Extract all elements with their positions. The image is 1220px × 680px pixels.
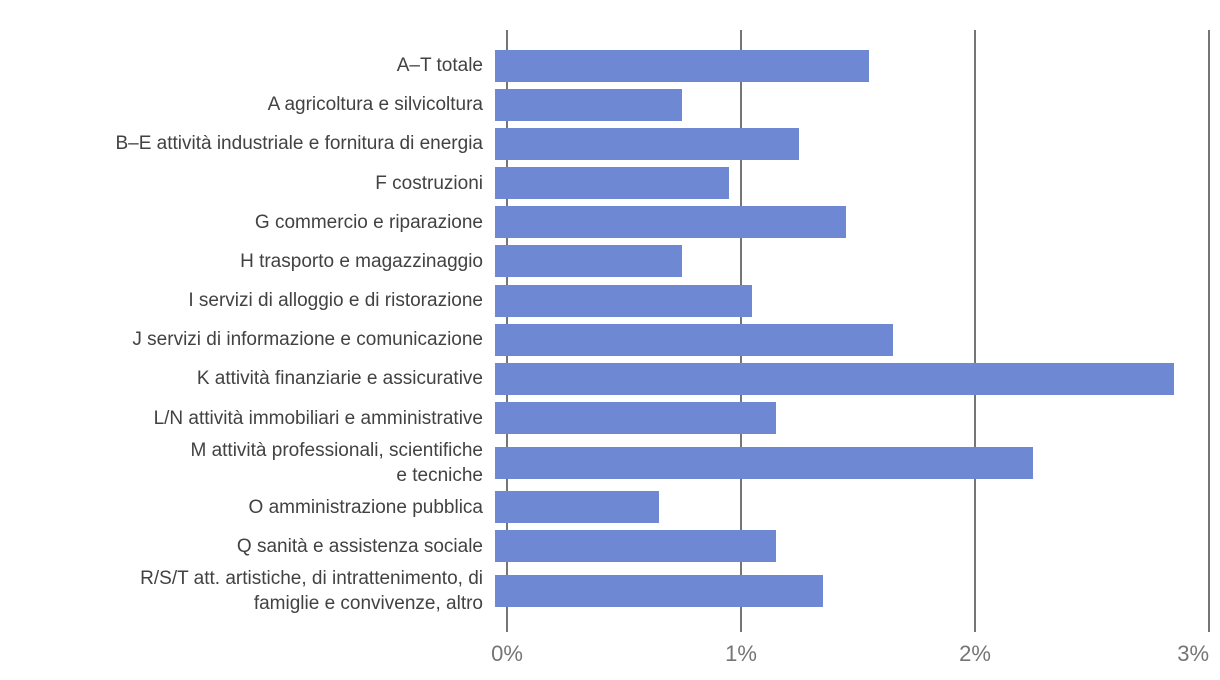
bar-track bbox=[495, 284, 1197, 317]
gridline bbox=[1208, 30, 1210, 632]
bar bbox=[495, 284, 753, 317]
category-label: I servizi di alloggio e di ristorazione bbox=[188, 290, 483, 312]
bar bbox=[495, 245, 683, 278]
x-axis: 0% 1% 2% 3% bbox=[491, 641, 1209, 671]
bar-track bbox=[495, 491, 1197, 524]
category-label: F costruzioni bbox=[375, 172, 483, 194]
category-label: R/S/T att. artistiche, di intratteniment… bbox=[140, 568, 483, 615]
bar-track bbox=[495, 127, 1197, 160]
bar bbox=[495, 88, 683, 121]
bar bbox=[495, 446, 1034, 479]
bar bbox=[495, 491, 659, 524]
bar bbox=[495, 402, 776, 435]
chart-row: K attività finanziarie e assicurative bbox=[0, 359, 1220, 398]
bar-track bbox=[495, 530, 1197, 563]
chart-row: M attività professionali, scientifiche e… bbox=[0, 438, 1220, 488]
category-label: H trasporto e magazzinaggio bbox=[240, 250, 483, 272]
category-label: Q sanità e assistenza sociale bbox=[236, 535, 483, 557]
chart-row: I servizi di alloggio e di ristorazione bbox=[0, 281, 1220, 320]
bar-track bbox=[495, 575, 1197, 608]
x-axis-tick-label: 1% bbox=[725, 641, 757, 666]
bar-track bbox=[495, 167, 1197, 200]
chart-row: H trasporto e magazzinaggio bbox=[0, 242, 1220, 281]
gridline bbox=[974, 30, 976, 632]
chart-row: Q sanità e assistenza sociale bbox=[0, 527, 1220, 566]
category-label: K attività finanziarie e assicurative bbox=[196, 368, 483, 390]
bar bbox=[495, 167, 729, 200]
chart-row: A agricoltura e silvicoltura bbox=[0, 85, 1220, 124]
bar bbox=[495, 49, 870, 82]
bar-track bbox=[495, 402, 1197, 435]
category-label: L/N attività immobiliari e amministrativ… bbox=[153, 407, 483, 429]
bar bbox=[495, 575, 823, 608]
bar-track bbox=[495, 362, 1197, 395]
category-label: O amministrazione pubblica bbox=[248, 496, 483, 518]
chart-row: R/S/T att. artistiche, di intratteniment… bbox=[0, 566, 1220, 616]
bar bbox=[495, 323, 893, 356]
chart-row: G commercio e riparazione bbox=[0, 203, 1220, 242]
category-label: M attività professionali, scientifiche e… bbox=[190, 439, 483, 486]
bar-track bbox=[495, 323, 1197, 356]
x-axis-tick-label: 3% bbox=[1177, 641, 1209, 666]
category-label: G commercio e riparazione bbox=[254, 211, 483, 233]
x-axis-tick-label: 0% bbox=[491, 641, 523, 666]
category-label: B–E attività industriale e fornitura di … bbox=[115, 133, 483, 155]
category-label: A–T totale bbox=[396, 55, 483, 77]
bar bbox=[495, 206, 846, 239]
chart-row: O amministrazione pubblica bbox=[0, 488, 1220, 527]
bar-track bbox=[495, 245, 1197, 278]
x-axis-tick-label: 2% bbox=[959, 641, 991, 666]
chart-row: F costruzioni bbox=[0, 164, 1220, 203]
chart-row: L/N attività immobiliari e amministrativ… bbox=[0, 399, 1220, 438]
bar-track bbox=[495, 88, 1197, 121]
bar-track bbox=[495, 49, 1197, 82]
category-label: A agricoltura e silvicoltura bbox=[267, 94, 483, 116]
bar-track bbox=[495, 206, 1197, 239]
chart-row: B–E attività industriale e fornitura di … bbox=[0, 124, 1220, 163]
bar bbox=[495, 127, 800, 160]
category-label: J servizi di informazione e comunicazion… bbox=[132, 329, 483, 351]
chart-rows: A–T totale A agricoltura e silvicoltura B–… bbox=[0, 46, 1220, 616]
bar bbox=[495, 362, 1174, 395]
chart-row: A–T totale bbox=[0, 46, 1220, 85]
bar bbox=[495, 530, 776, 563]
chart-row: J servizi di informazione e comunicazion… bbox=[0, 320, 1220, 359]
bar-track bbox=[495, 446, 1197, 479]
